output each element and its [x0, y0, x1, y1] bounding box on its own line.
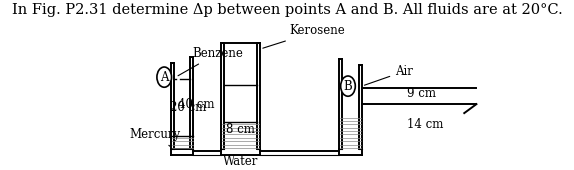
Circle shape [340, 76, 355, 96]
Text: Kerosene: Kerosene [263, 24, 345, 48]
Text: 9 cm: 9 cm [408, 88, 436, 100]
Text: 8 cm: 8 cm [226, 123, 255, 137]
Circle shape [157, 67, 172, 87]
Text: 14 cm: 14 cm [408, 118, 444, 131]
Text: Water: Water [223, 155, 258, 168]
Text: Mercury: Mercury [129, 128, 180, 147]
Text: 20 cm: 20 cm [170, 101, 207, 114]
Text: A: A [160, 71, 169, 84]
Text: In Fig. P2.31 determine Δp between points A and B. All fluids are at 20°C.: In Fig. P2.31 determine Δp between point… [11, 3, 563, 17]
Text: Air: Air [364, 65, 413, 85]
Text: Benzene: Benzene [178, 47, 243, 76]
Text: B: B [344, 80, 352, 93]
Text: 40 cm: 40 cm [178, 98, 214, 111]
